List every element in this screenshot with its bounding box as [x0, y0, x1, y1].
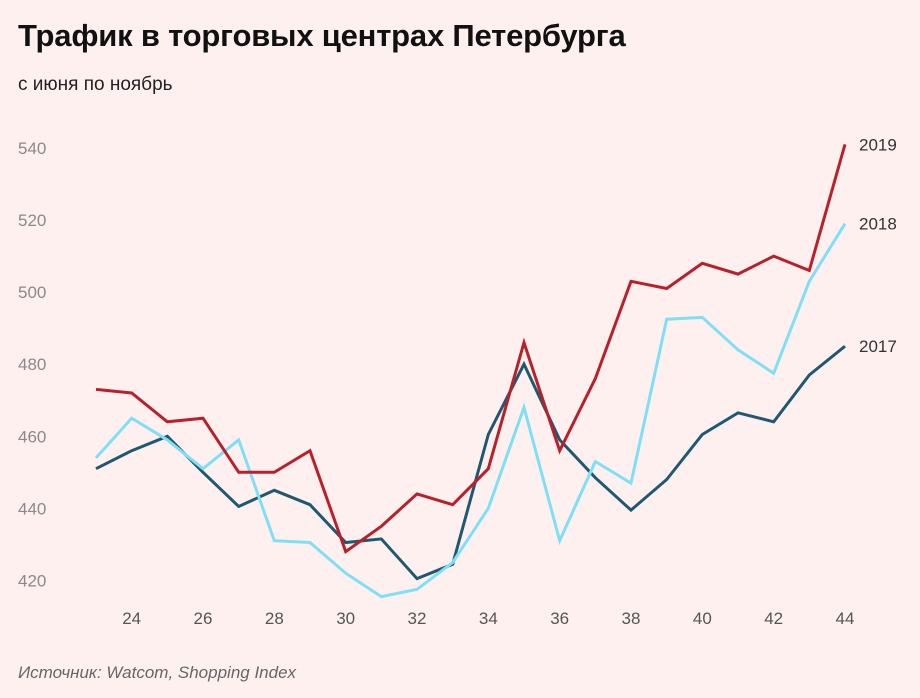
series-label-2018: 2018 [859, 215, 897, 234]
y-tick-label: 440 [18, 499, 46, 518]
source-text: Watcom, Shopping Index [101, 663, 297, 682]
x-tick-label: 40 [693, 609, 712, 628]
y-tick-label: 460 [18, 427, 46, 446]
x-tick-label: 26 [194, 609, 213, 628]
chart-subtitle: с июня по ноябрь [18, 74, 173, 95]
x-tick-label: 38 [622, 609, 641, 628]
y-axis: 420 440 460 480 500 520 540 [18, 139, 46, 590]
series-line-2019 [95, 143, 847, 554]
series-labels: 2017 2018 2019 [859, 135, 897, 356]
x-tick-label: 36 [550, 609, 569, 628]
x-tick-label: 24 [122, 609, 141, 628]
x-tick-label: 34 [479, 609, 498, 628]
x-axis: 24 26 28 30 32 34 36 38 40 42 44 [122, 609, 854, 628]
series-lines [94, 143, 847, 599]
y-tick-label: 500 [18, 283, 46, 302]
x-tick-label: 44 [836, 609, 855, 628]
y-tick-label: 520 [18, 211, 46, 230]
series-line-2017 [95, 345, 846, 581]
source-label: Источник: [18, 663, 102, 682]
x-tick-label: 30 [336, 609, 355, 628]
chart-title: Трафик в торговых центрах Петербурга [18, 18, 626, 53]
y-tick-label: 420 [18, 571, 46, 590]
x-tick-label: 28 [265, 609, 284, 628]
series-label-2017: 2017 [859, 337, 897, 356]
x-tick-label: 42 [764, 609, 783, 628]
series-label-2019: 2019 [859, 135, 897, 154]
series-line-2018 [94, 222, 847, 599]
source-note: Источник: Watcom, Shopping Index [18, 663, 296, 683]
y-tick-label: 480 [18, 355, 46, 374]
x-tick-label: 32 [408, 609, 427, 628]
y-tick-label: 540 [18, 139, 46, 158]
